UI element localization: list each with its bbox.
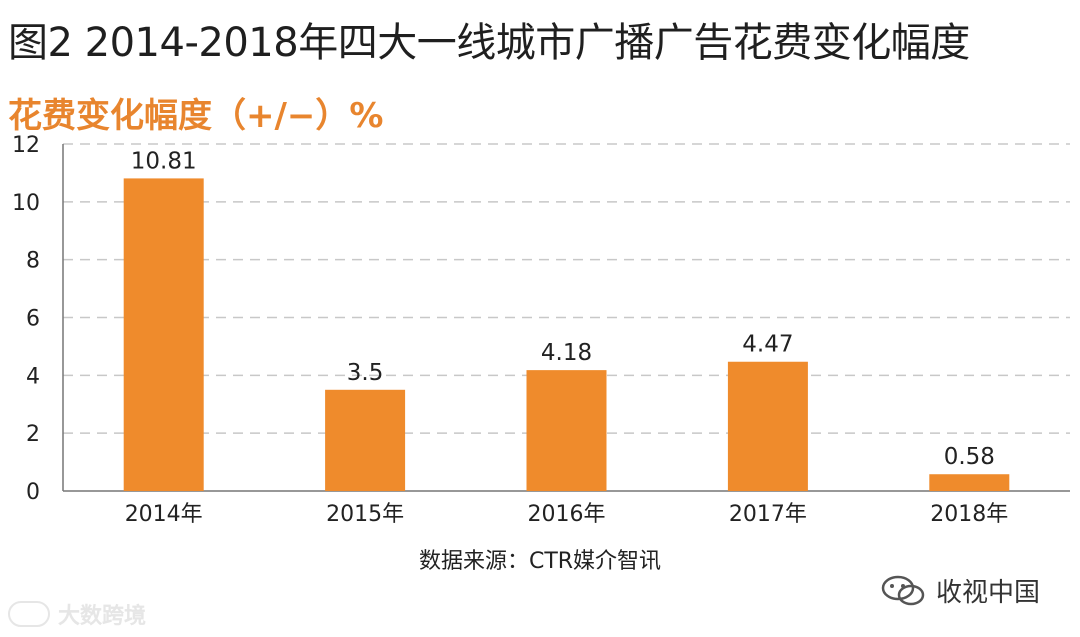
x-tick-label: 2016年 — [528, 502, 606, 527]
data-label: 4.18 — [541, 340, 592, 366]
wechat-icon — [881, 575, 925, 605]
watermark-right-text: 收视中国 — [936, 578, 1041, 608]
y-tick-label: 8 — [26, 249, 40, 274]
watermark-right: 收视中国 — [880, 572, 1040, 609]
x-tick-label: 2017年 — [729, 502, 807, 527]
watermark-left-text: 大数跨境 — [58, 604, 147, 629]
x-tick-label: 2015年 — [326, 502, 404, 527]
watermark-left: 大数跨境 — [8, 598, 146, 630]
bar-2015年 — [325, 389, 406, 491]
data-source-note: 数据来源：CTR媒介智讯 — [418, 549, 662, 574]
x-tick-label: 2018年 — [930, 502, 1008, 527]
bar-2014年 — [123, 178, 204, 491]
chart-title: 图2 2014-2018年四大一线城市广播广告花费变化幅度 — [8, 20, 970, 66]
data-label: 10.81 — [131, 148, 197, 174]
bar-2017年 — [727, 361, 808, 491]
bar-2016年 — [526, 370, 607, 491]
x-tick-label: 2014年 — [125, 502, 203, 527]
y-tick-label: 6 — [26, 307, 40, 332]
data-label: 4.47 — [742, 332, 793, 358]
bar-chart: 0 2 4 6 8 10 12 10.81 2014年 3.5 2015年 4.18 2016年 4.47… — [12, 133, 1070, 527]
y-tick-label: 4 — [26, 364, 40, 389]
data-label: 0.58 — [944, 444, 995, 470]
y-axis-label: 花费变化幅度（+/−）% — [8, 96, 384, 136]
data-label: 3.5 — [347, 360, 384, 386]
y-tick-label: 12 — [12, 133, 40, 158]
y-tick-label: 10 — [12, 191, 40, 216]
y-tick-label: 2 — [26, 422, 40, 447]
brand-logo-icon — [8, 601, 50, 627]
bar-2018年 — [929, 474, 1010, 491]
y-tick-label: 0 — [26, 480, 40, 505]
